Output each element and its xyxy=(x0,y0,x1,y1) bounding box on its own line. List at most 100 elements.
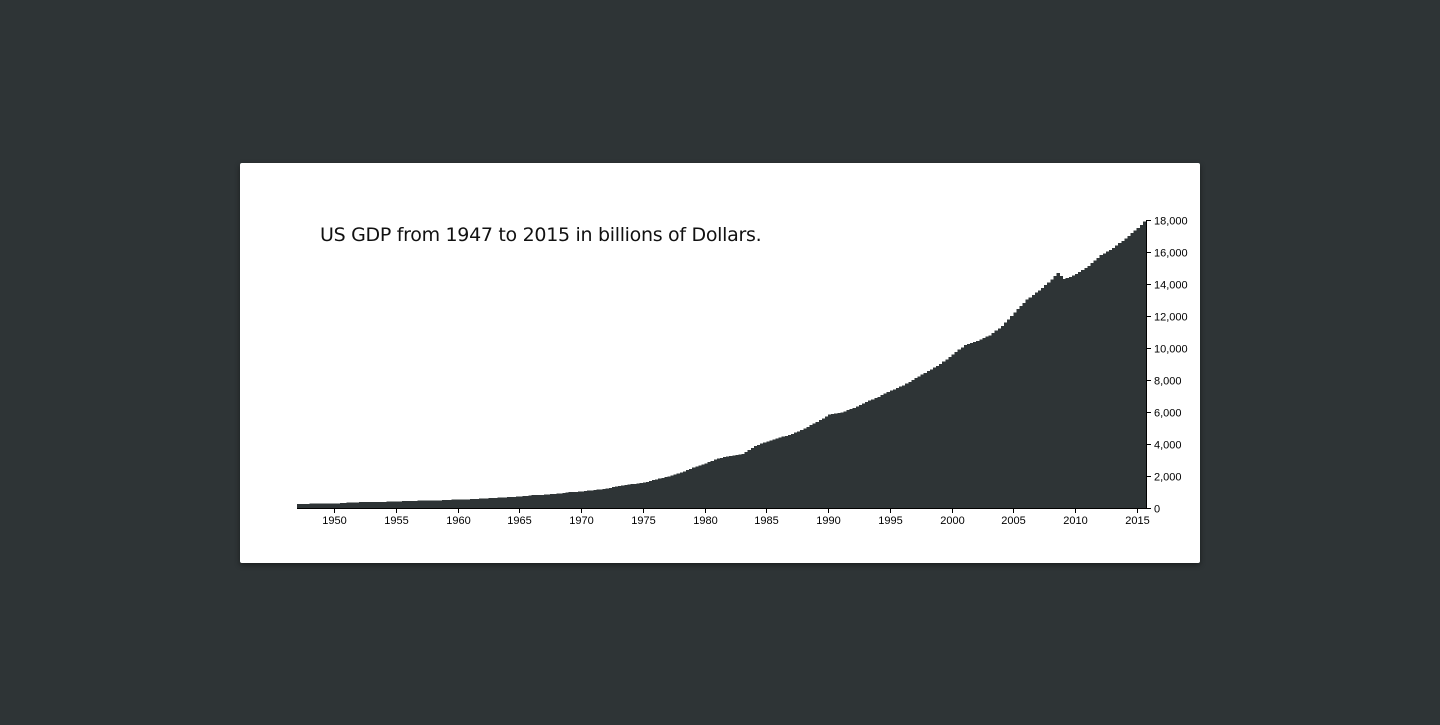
bar-1949.50 xyxy=(327,503,332,508)
bar-1958.75 xyxy=(442,500,446,508)
y-axis: 0 2,000 4,000 6,000 8,000 10,000 12,000 14,000 1… xyxy=(1146,216,1188,516)
bar-2012.75 xyxy=(1108,249,1113,509)
bar-1960.00 xyxy=(457,499,461,508)
bar-1952.25 xyxy=(361,502,366,508)
bar-1999.00 xyxy=(939,363,943,508)
bar-1994.50 xyxy=(883,393,887,508)
y-tick-label-14,000: 14,000 xyxy=(1154,280,1188,292)
bar-1980.75 xyxy=(713,459,718,508)
bar-1970.50 xyxy=(587,490,591,508)
bar-1962.00 xyxy=(482,498,486,508)
bar-2012.50 xyxy=(1105,251,1110,508)
bar-1983.25 xyxy=(744,451,749,508)
gdp-bar-chart: 1950 1955 1960 1965 1970 1975 1980 1985 1990 1995… xyxy=(297,216,1188,527)
bar-1997.25 xyxy=(917,376,921,508)
bar-1981.75 xyxy=(726,456,730,508)
bar-2008.75 xyxy=(1059,275,1063,508)
bar-1977.75 xyxy=(676,473,681,508)
bar-1967.00 xyxy=(543,494,548,508)
x-tick-label-1960: 1960 xyxy=(446,515,470,527)
bar-2009.50 xyxy=(1068,276,1073,508)
bar-1987.00 xyxy=(790,434,795,508)
bar-1954.50 xyxy=(389,501,394,508)
bar-2008.00 xyxy=(1050,279,1054,508)
bar-1963.50 xyxy=(500,497,505,508)
bar-2002.75 xyxy=(985,336,989,508)
bar-2013.25 xyxy=(1115,245,1119,508)
bar-1984.25 xyxy=(757,444,761,508)
bar-1957.00 xyxy=(420,500,424,508)
bar-1993.75 xyxy=(874,398,878,508)
bar-1957.50 xyxy=(426,500,431,508)
bar-1962.75 xyxy=(491,498,495,508)
bar-1997.50 xyxy=(920,374,925,508)
bar-1978.00 xyxy=(679,472,684,508)
bar-1961.25 xyxy=(472,499,477,508)
bar-2002.50 xyxy=(982,338,986,508)
bar-1973.00 xyxy=(618,485,622,508)
bar-1996.75 xyxy=(911,379,915,508)
bar-1968.75 xyxy=(565,492,569,508)
bar-1999.50 xyxy=(945,359,949,508)
bar-2001.00 xyxy=(963,344,968,508)
bar-2014.00 xyxy=(1124,238,1128,508)
bar-1949.25 xyxy=(324,503,329,508)
bar-1947.75 xyxy=(306,503,310,508)
bar-2005.00 xyxy=(1013,312,1017,508)
bar-1952.50 xyxy=(364,502,369,508)
bar-2009.00 xyxy=(1062,278,1067,508)
bars-group xyxy=(297,221,1147,509)
bar-1985.50 xyxy=(772,439,776,508)
bar-1963.75 xyxy=(503,497,508,508)
bar-1990.50 xyxy=(834,413,838,508)
bar-1973.50 xyxy=(624,485,628,508)
bar-1950.00 xyxy=(334,503,338,508)
bar-1998.75 xyxy=(936,365,940,508)
bar-2011.00 xyxy=(1087,265,1091,508)
bar-1997.00 xyxy=(914,378,918,508)
bar-2004.25 xyxy=(1003,322,1008,508)
bar-1979.00 xyxy=(692,467,696,508)
bar-1950.25 xyxy=(337,503,341,508)
bar-1950.50 xyxy=(340,503,344,508)
bar-1982.00 xyxy=(729,455,733,508)
bar-1954.25 xyxy=(386,501,390,508)
bar-1953.25 xyxy=(374,501,378,508)
bar-1995.50 xyxy=(895,387,900,508)
bar-2015.25 xyxy=(1139,224,1144,509)
bar-2015.00 xyxy=(1136,228,1141,508)
bar-1994.00 xyxy=(877,396,881,508)
bar-1966.00 xyxy=(531,495,536,508)
x-tick-label-1985: 1985 xyxy=(754,515,778,527)
bar-2006.75 xyxy=(1034,292,1039,508)
bar-1977.00 xyxy=(667,476,671,508)
bar-1956.00 xyxy=(408,500,412,508)
bar-1984.50 xyxy=(760,443,764,508)
bar-1986.75 xyxy=(787,434,792,508)
bar-2008.50 xyxy=(1056,272,1060,508)
bar-1948.25 xyxy=(312,503,316,508)
bar-1969.50 xyxy=(574,491,579,508)
bar-1967.25 xyxy=(547,494,551,508)
bar-2007.75 xyxy=(1047,282,1051,508)
bar-1959.50 xyxy=(451,499,455,508)
bar-1980.50 xyxy=(710,460,715,508)
bar-1996.50 xyxy=(908,381,912,508)
bar-1976.25 xyxy=(658,478,662,508)
bar-1968.25 xyxy=(559,493,563,508)
bar-1964.75 xyxy=(516,496,520,508)
bar-2012.00 xyxy=(1099,255,1104,508)
bar-2000.00 xyxy=(951,354,955,508)
bar-1971.25 xyxy=(596,489,600,508)
bar-1994.75 xyxy=(886,392,891,508)
bar-1958.50 xyxy=(439,500,443,508)
bar-1970.00 xyxy=(581,491,585,508)
bar-1995.25 xyxy=(892,389,897,508)
x-tick-label-1970: 1970 xyxy=(569,515,593,527)
bar-2005.25 xyxy=(1016,309,1020,508)
bar-1991.00 xyxy=(840,412,844,508)
bar-1968.50 xyxy=(562,492,566,508)
bar-1965.75 xyxy=(528,495,532,508)
bar-1951.00 xyxy=(346,502,350,508)
bar-2004.50 xyxy=(1007,319,1011,508)
